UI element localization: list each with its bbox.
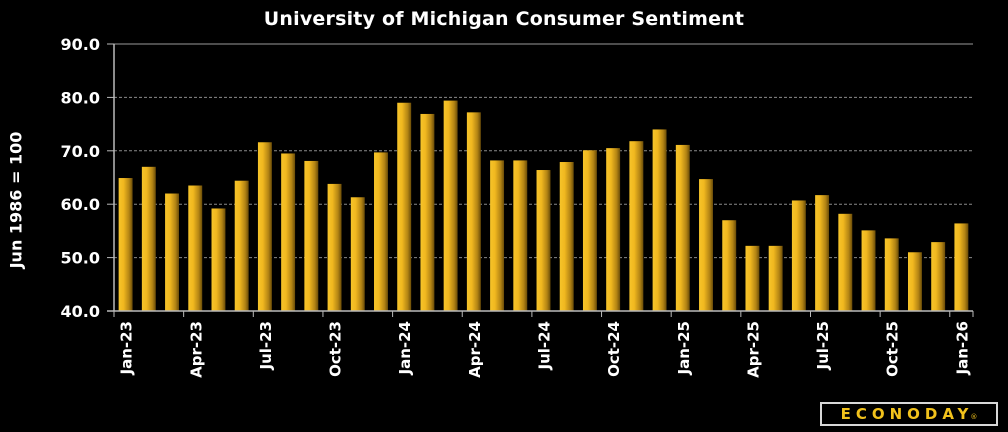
bar-oct-25 <box>884 238 899 311</box>
econoday-logo: ECONODAY ® <box>820 402 998 426</box>
y-tick-label: 50.0 <box>61 249 100 268</box>
x-tick-label: Apr-25 <box>744 321 762 378</box>
bar-dec-23 <box>374 152 388 311</box>
x-tick-label: Jan-25 <box>675 321 693 375</box>
x-tick-label: Apr-24 <box>466 321 484 378</box>
x-tick-labels: Jan-23 Apr-23 Jul-23 Oct-23 Jan-24 Apr-24 Jul-… <box>118 321 972 378</box>
bar-dec-25 <box>931 242 946 311</box>
bar-jun-23 <box>234 180 249 311</box>
bar-feb-24 <box>420 113 435 311</box>
bar-may-25 <box>768 245 783 311</box>
x-tick-label: Jul-24 <box>536 321 554 371</box>
bars <box>118 100 969 312</box>
x-tick-label: Oct-24 <box>605 321 623 377</box>
x-tick-label: Oct-25 <box>884 321 902 377</box>
bar-jul-24 <box>536 170 551 311</box>
bar-sep-24 <box>582 150 597 311</box>
bar-nov-25 <box>907 252 922 311</box>
y-tick-label: 80.0 <box>61 88 100 107</box>
y-tick-labels: 40.0 50.0 60.0 70.0 80.0 90.0 <box>61 35 100 321</box>
bar-oct-24 <box>606 148 621 311</box>
bar-jul-25 <box>815 195 830 311</box>
x-tick-label: Oct-23 <box>327 321 345 377</box>
bar-sep-23 <box>304 160 319 311</box>
bar-mar-23 <box>165 193 180 311</box>
x-tick-label: Jan-23 <box>118 321 136 375</box>
bar-feb-23 <box>141 166 156 311</box>
bar-jun-24 <box>513 160 528 311</box>
bar-jan-26 <box>954 223 969 311</box>
bar-jan-23 <box>118 178 133 311</box>
gridlines <box>114 43 973 259</box>
y-tick-label: 70.0 <box>61 142 100 161</box>
bar-oct-23 <box>327 183 342 311</box>
bar-may-23 <box>211 208 226 311</box>
bar-aug-25 <box>838 213 853 311</box>
bar-aug-24 <box>559 162 574 311</box>
bar-jun-25 <box>791 200 806 311</box>
x-tick-label: Jan-24 <box>396 321 414 375</box>
chart-title: University of Michigan Consumer Sentimen… <box>263 8 745 30</box>
axes <box>107 43 974 317</box>
bar-aug-23 <box>281 153 296 311</box>
x-tick-label: Apr-23 <box>187 321 205 378</box>
bar-dec-24 <box>652 129 667 311</box>
x-tick-label: Jul-25 <box>814 321 832 371</box>
y-tick-label: 40.0 <box>61 302 100 321</box>
bar-nov-23 <box>350 197 365 311</box>
bar-nov-24 <box>629 141 644 311</box>
bar-jan-24 <box>397 102 412 312</box>
bar-mar-24 <box>443 100 458 311</box>
x-tick-label: Jul-23 <box>257 321 275 371</box>
bar-jul-23 <box>257 142 272 311</box>
bar-jan-25 <box>675 144 690 311</box>
bar-feb-25 <box>699 179 713 311</box>
bar-apr-24 <box>466 112 481 312</box>
bar-mar-25 <box>722 220 737 311</box>
registered-mark: ® <box>970 413 978 421</box>
y-tick-label: 60.0 <box>61 195 100 214</box>
y-tick-label: 90.0 <box>61 35 100 54</box>
bar-sep-25 <box>861 230 876 311</box>
bar-apr-23 <box>188 185 203 311</box>
x-tick-label: Jan-26 <box>953 321 971 375</box>
bar-apr-25 <box>745 245 760 311</box>
logo-text: ECONODAY <box>840 405 974 423</box>
bar-may-24 <box>490 160 505 311</box>
